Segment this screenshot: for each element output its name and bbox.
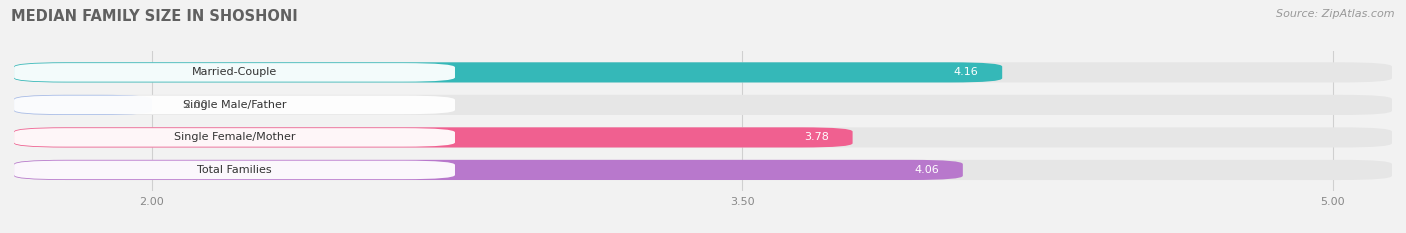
Text: 4.06: 4.06 xyxy=(914,165,939,175)
Text: 4.16: 4.16 xyxy=(953,67,979,77)
Text: MEDIAN FAMILY SIZE IN SHOSHONI: MEDIAN FAMILY SIZE IN SHOSHONI xyxy=(11,9,298,24)
FancyBboxPatch shape xyxy=(14,127,852,147)
FancyBboxPatch shape xyxy=(14,160,1392,180)
FancyBboxPatch shape xyxy=(14,128,456,147)
FancyBboxPatch shape xyxy=(14,63,456,82)
Text: Source: ZipAtlas.com: Source: ZipAtlas.com xyxy=(1277,9,1395,19)
Text: Total Families: Total Families xyxy=(197,165,271,175)
FancyBboxPatch shape xyxy=(14,95,152,115)
FancyBboxPatch shape xyxy=(14,62,1002,82)
Text: Married-Couple: Married-Couple xyxy=(191,67,277,77)
Text: 3.78: 3.78 xyxy=(804,132,830,142)
Text: 2.00: 2.00 xyxy=(183,100,208,110)
FancyBboxPatch shape xyxy=(14,161,456,179)
FancyBboxPatch shape xyxy=(14,62,1392,82)
Text: Single Male/Father: Single Male/Father xyxy=(183,100,287,110)
FancyBboxPatch shape xyxy=(14,96,456,114)
FancyBboxPatch shape xyxy=(14,160,963,180)
FancyBboxPatch shape xyxy=(14,127,1392,147)
Text: Single Female/Mother: Single Female/Mother xyxy=(174,132,295,142)
FancyBboxPatch shape xyxy=(14,95,1392,115)
